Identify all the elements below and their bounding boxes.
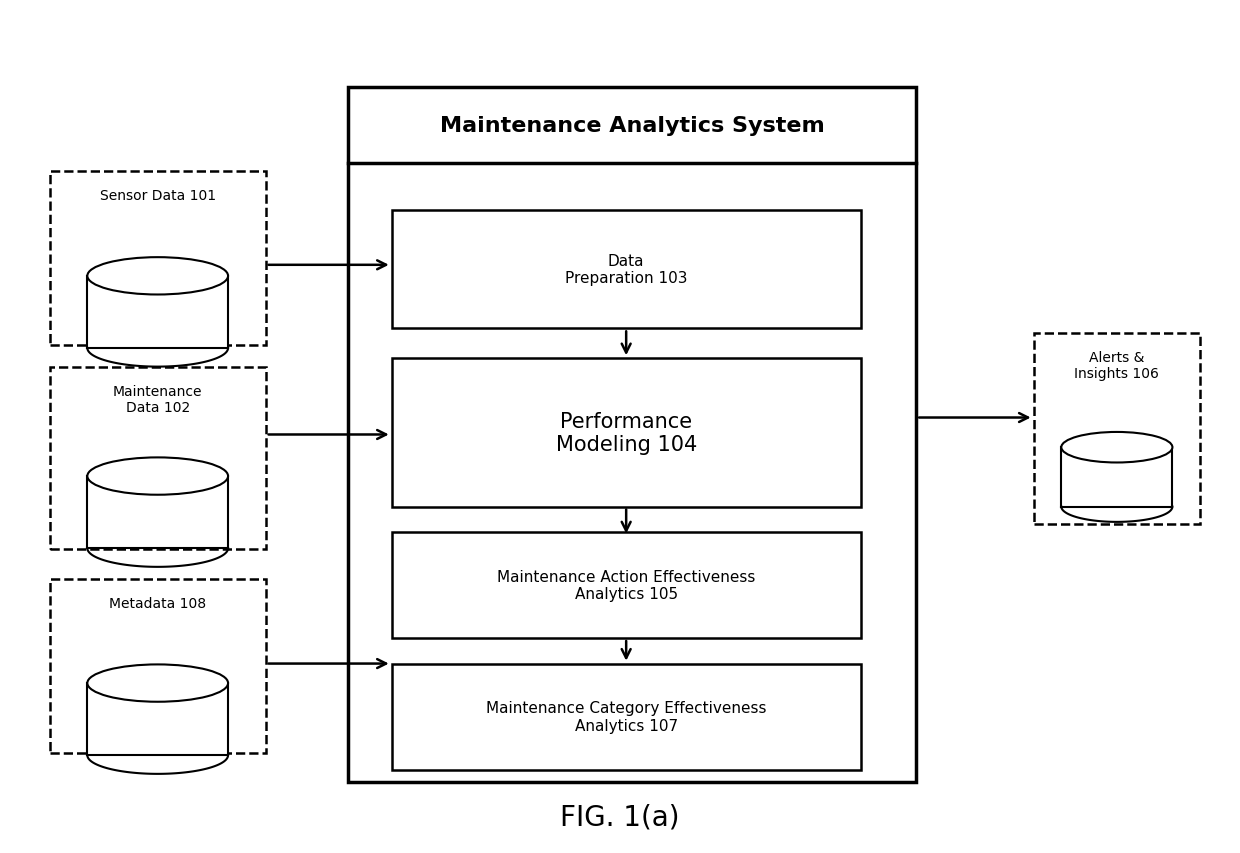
FancyBboxPatch shape bbox=[50, 367, 265, 549]
Ellipse shape bbox=[87, 664, 228, 702]
Text: Metadata 108: Metadata 108 bbox=[109, 596, 206, 610]
FancyBboxPatch shape bbox=[392, 664, 861, 769]
FancyBboxPatch shape bbox=[87, 477, 228, 548]
Ellipse shape bbox=[87, 258, 228, 295]
Text: Alerts &
Insights 106: Alerts & Insights 106 bbox=[1074, 351, 1159, 380]
Text: Maintenance Analytics System: Maintenance Analytics System bbox=[440, 116, 825, 136]
FancyBboxPatch shape bbox=[348, 88, 916, 782]
FancyBboxPatch shape bbox=[392, 359, 861, 507]
Text: FIG. 1(a): FIG. 1(a) bbox=[560, 803, 680, 830]
Text: Maintenance
Data 102: Maintenance Data 102 bbox=[113, 384, 202, 415]
FancyBboxPatch shape bbox=[392, 211, 861, 329]
Text: Performance
Modeling 104: Performance Modeling 104 bbox=[556, 411, 697, 455]
Ellipse shape bbox=[1061, 432, 1172, 463]
FancyBboxPatch shape bbox=[50, 172, 265, 346]
FancyBboxPatch shape bbox=[50, 579, 265, 752]
Ellipse shape bbox=[87, 458, 228, 495]
Text: Data
Preparation 103: Data Preparation 103 bbox=[565, 253, 687, 286]
FancyBboxPatch shape bbox=[1061, 448, 1172, 507]
Text: Maintenance Category Effectiveness
Analytics 107: Maintenance Category Effectiveness Analy… bbox=[486, 700, 766, 733]
FancyBboxPatch shape bbox=[392, 532, 861, 638]
FancyBboxPatch shape bbox=[87, 683, 228, 755]
FancyBboxPatch shape bbox=[87, 276, 228, 349]
Text: Sensor Data 101: Sensor Data 101 bbox=[99, 189, 216, 203]
FancyBboxPatch shape bbox=[1033, 334, 1200, 524]
Text: Maintenance Action Effectiveness
Analytics 105: Maintenance Action Effectiveness Analyti… bbox=[497, 569, 755, 601]
